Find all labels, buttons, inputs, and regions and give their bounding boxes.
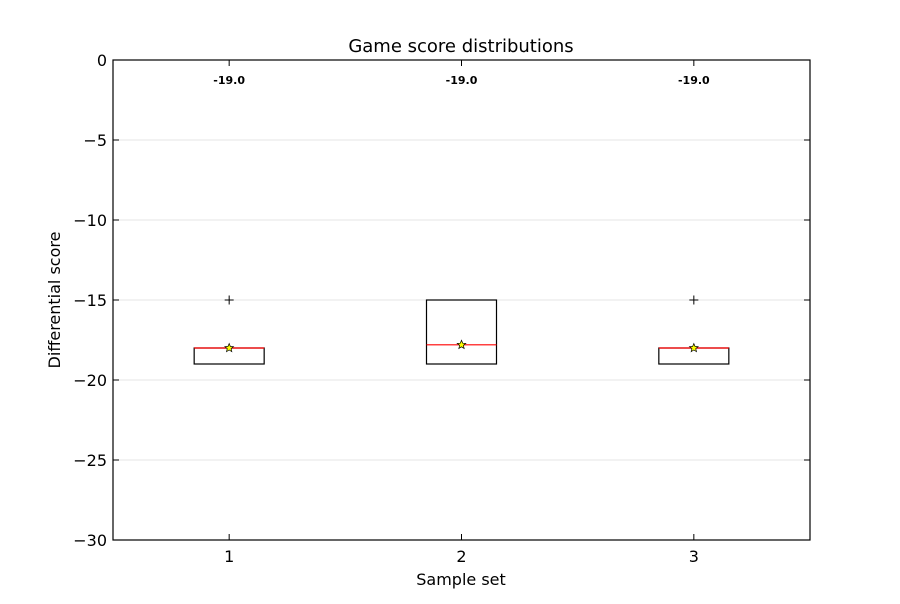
outlier-marker (689, 295, 699, 305)
y-tick-label: −5 (83, 131, 107, 150)
x-tick-label: 2 (456, 547, 466, 566)
mean-marker (456, 339, 467, 350)
x-tick-label: 1 (224, 547, 234, 566)
box-marks: -19.0 -19.0 -19.0 (193, 74, 730, 365)
x-tick-label: 3 (689, 547, 699, 566)
annotation-label: -19.0 (213, 74, 245, 87)
mean-marker (224, 342, 235, 353)
y-tick-label: 0 (97, 51, 107, 70)
y-tick-label: −30 (73, 531, 107, 550)
outlier-marker (224, 295, 234, 305)
box (425, 299, 498, 365)
y-tick-label: −15 (73, 291, 107, 310)
y-axis-ticks: 0 −5 −10 −15 −20 −25 −30 (73, 51, 810, 550)
y-tick-label: −10 (73, 211, 107, 230)
x-axis-ticks: 1 2 3 (224, 60, 699, 566)
box-group: -19.0 (193, 74, 265, 365)
annotation-label: -19.0 (678, 74, 710, 87)
chart-title: Game score distributions (348, 36, 573, 57)
y-tick-label: −25 (73, 451, 107, 470)
box-group: -19.0 (658, 74, 730, 365)
annotation-label: -19.0 (446, 74, 478, 87)
y-axis-label: Differential score (45, 232, 64, 369)
box-group: -19.0 (425, 74, 498, 365)
x-axis-label: Sample set (416, 570, 506, 589)
y-tick-label: −20 (73, 371, 107, 390)
mean-marker (688, 342, 699, 353)
